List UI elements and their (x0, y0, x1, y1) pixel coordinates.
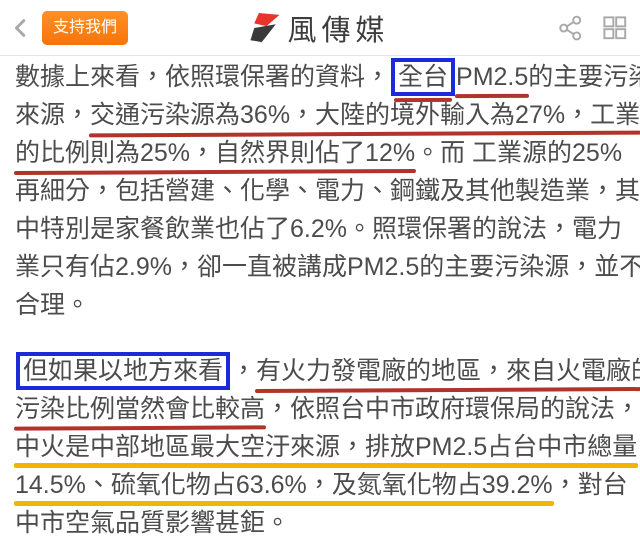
text-segment: ，依照台中市政府環保局的說法， (265, 395, 640, 423)
site-logo-text: 風傳媒 (287, 14, 390, 47)
text-segment: 的主要污染 (528, 63, 640, 91)
annotated-text: 污染比例當然會比較高 (15, 395, 266, 423)
text-line: 合理。 (15, 286, 625, 324)
text-line: 再細分，包括營建、化學、電力、鋼鐵及其他製造業，其 (15, 172, 640, 210)
paragraph: 數據上來看，依照環保署的資料，全台PM2.5的主要污染來源，交通污染源為36%，… (15, 58, 640, 324)
text-segment: 再細分，包括營建、化學、電力、鋼鐵及其他製造業，其 (15, 177, 640, 205)
annotated-text: 14.5%、硫氧化物占63.6%，及氮氧化物占39.2% (15, 471, 553, 499)
support-us-button[interactable]: 支持我們 (42, 10, 129, 45)
annotated-text: 中火是中部地區最大空汙來源，排放PM2.5占台中市總量 (15, 433, 638, 461)
text-segment: ，對台 (552, 471, 628, 499)
text-line: 業只有佔2.9%，卻一直被講成PM2.5的主要污染源，並不 (15, 248, 640, 286)
article-body: 數據上來看，依照環保署的資料，全台PM2.5的主要污染來源，交通污染源為36%，… (0, 56, 640, 542)
text-line: 中特別是家餐飲業也佔了6.2%。照環保署的說法，電力 (15, 210, 625, 248)
annotated-text: 有火力發電廠的地區，來自火電廠的 (256, 357, 640, 385)
back-button[interactable] (6, 13, 36, 43)
paragraph: 但如果以地方來看 ，有火力發電廠的地區，來自火電廠的 污染比例當然會比較高，依照台中… (15, 352, 640, 542)
annotated-text: 的比例則為25%，自然界則佔了12% (15, 139, 416, 167)
storm-media-flag-icon (250, 11, 280, 45)
text-segment: 業只有佔2.9%，卻一直被講成PM2.5的主要污染源，並不 (15, 253, 640, 281)
annotated-text: 但如果以地方來看 (16, 352, 231, 390)
text-line: 但如果以地方來看 ，有火力發電廠的地區，來自火電廠的 (15, 352, 640, 390)
share-icon (557, 14, 584, 41)
text-line: 來源，交通污染源為36%，大陸的境外輸入為27%，工業 (15, 96, 640, 134)
annotated-text: 交通污染源為36%，大陸的境外輸入為27%，工業 (90, 101, 640, 129)
chevron-left-icon (10, 17, 32, 39)
text-segment: 。而 工業源的25% (415, 139, 623, 167)
site-logo[interactable]: 風傳媒 (250, 7, 389, 49)
text-segment: 中特別是家餐飲業也佔了6.2%。照環保署的說法，電力 (15, 215, 622, 243)
text-line: 中火是中部地區最大空汙來源，排放PM2.5占台中市總量 (15, 428, 637, 466)
text-line: 的比例則為25%，自然界則佔了12%。而 工業源的25% (15, 134, 625, 172)
app-header: 支持我們 風傳媒 (0, 0, 640, 56)
annotated-text: PM2.5 (456, 63, 529, 91)
text-segment: ， (231, 357, 257, 385)
text-line: 中市空氣品質影響甚鉅。 (15, 504, 625, 542)
share-button[interactable] (556, 14, 584, 42)
text-segment: 中市空氣品質影響甚鉅。 (15, 509, 291, 537)
annotated-text: 全台 (391, 58, 456, 96)
apps-menu-button[interactable] (600, 14, 628, 42)
text-segment: 來源， (15, 101, 91, 129)
text-segment: 合理。 (15, 291, 91, 319)
header-actions (556, 14, 628, 42)
text-segment: 數據上來看，依照環保署的資料， (15, 63, 391, 91)
text-line: 污染比例當然會比較高，依照台中市政府環保局的說法， (15, 390, 640, 428)
text-line: 14.5%、硫氧化物占63.6%，及氮氧化物占39.2%，對台 (15, 466, 628, 504)
grid-icon (601, 14, 628, 41)
